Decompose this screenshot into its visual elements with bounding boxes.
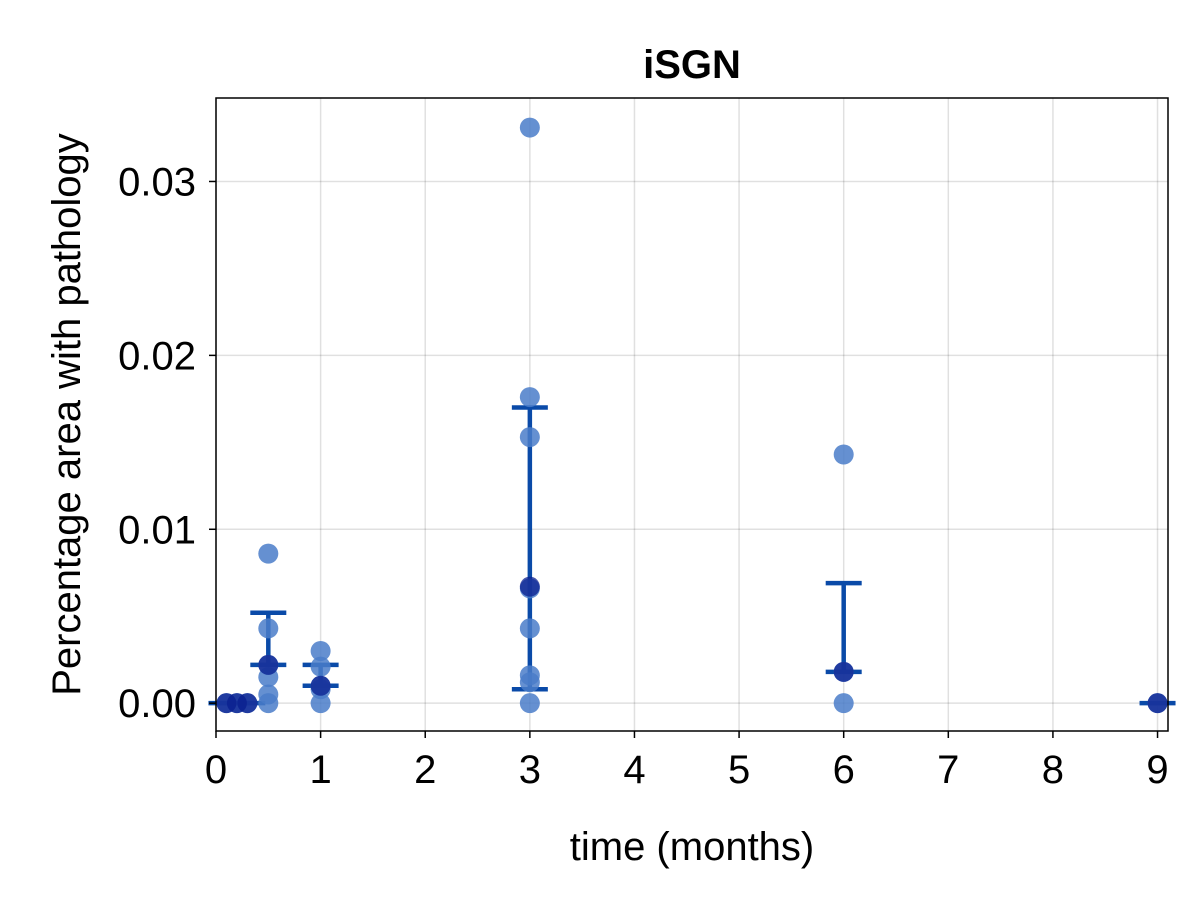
x-tick-label: 7 <box>937 748 959 792</box>
data-point <box>519 693 540 714</box>
mean-point <box>258 654 279 675</box>
x-tick-label: 2 <box>414 748 436 792</box>
x-tick-label: 8 <box>1042 748 1064 792</box>
mean-point <box>237 693 258 714</box>
error-bars <box>208 405 1176 706</box>
data-point <box>310 656 331 677</box>
x-tick-label: 4 <box>623 748 645 792</box>
chart-title: iSGN <box>643 43 741 87</box>
x-axis-ticks: 0 1 2 3 4 5 6 7 8 9 <box>205 731 1169 792</box>
y-axis-ticks: 0.00 0.01 0.02 0.03 <box>118 160 216 726</box>
mean-markers <box>216 576 1168 714</box>
x-tick-label: 1 <box>309 748 331 792</box>
data-point <box>519 672 540 693</box>
data-point <box>310 693 331 714</box>
plot-frame <box>215 97 1169 732</box>
data-point <box>833 693 854 714</box>
mean-point <box>519 576 540 597</box>
x-tick-label: 0 <box>205 748 227 792</box>
mean-point <box>1147 693 1168 714</box>
x-axis-label: time (months) <box>570 825 815 869</box>
data-point <box>519 427 540 448</box>
x-tick-label: 6 <box>833 748 855 792</box>
data-point <box>519 387 540 408</box>
y-tick-label: 0.03 <box>118 160 196 204</box>
y-tick-label: 0.02 <box>118 334 196 378</box>
y-tick-label: 0.01 <box>118 508 196 552</box>
mean-point <box>310 675 331 696</box>
data-point <box>519 618 540 639</box>
y-tick-label: 0.00 <box>118 682 196 726</box>
data-point <box>310 641 331 662</box>
data-point <box>258 543 279 564</box>
data-points <box>216 117 1168 714</box>
data-point <box>258 693 279 714</box>
data-point <box>258 618 279 639</box>
x-tick-label: 3 <box>519 748 541 792</box>
x-tick-label: 5 <box>728 748 750 792</box>
data-point <box>519 117 540 138</box>
y-axis-label: Percentage area with pathology <box>45 133 89 696</box>
grid <box>215 98 1168 731</box>
data-point <box>833 444 854 465</box>
x-tick-label: 9 <box>1146 748 1168 792</box>
mean-point <box>833 661 854 682</box>
